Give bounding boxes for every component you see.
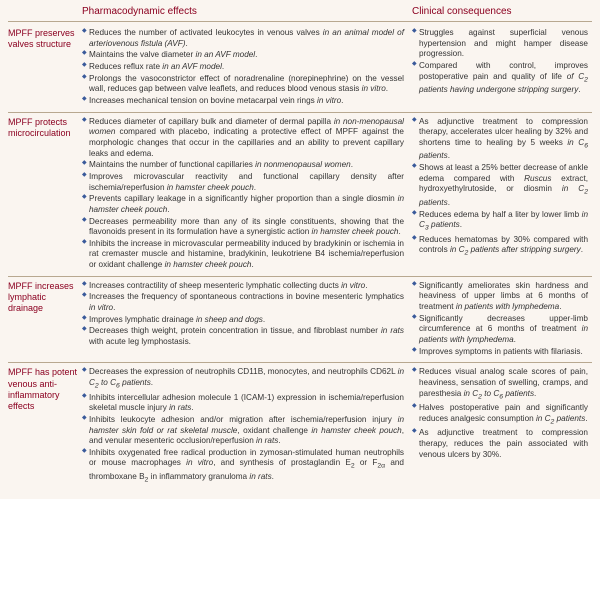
list-item: As adjunctive treatment to compression t…: [412, 428, 588, 460]
pharm-cell: Reduces diameter of capillary bulk and d…: [82, 117, 412, 272]
list-item: Reduces edema by half a liter by lower l…: [412, 210, 588, 234]
list-item: Improves microvascular reactivity and fu…: [82, 172, 404, 193]
list-item: Inhibits the increase in microvascular p…: [82, 239, 404, 271]
list-item: Decreases permeability more than any of …: [82, 217, 404, 238]
header-pharm: Pharmacodynamic effects: [82, 6, 412, 17]
list-item: Reduces the number of activated leukocyt…: [82, 28, 404, 49]
list-item: Reduces diameter of capillary bulk and d…: [82, 117, 404, 160]
list-item: Inhibits intercellular adhesion molecule…: [82, 393, 404, 414]
clin-list: Significantly ameliorates skin hardness …: [412, 281, 588, 358]
list-item: Reduces hematomas by 30% compared with c…: [412, 235, 588, 259]
list-item: Reduces visual analog scale scores of pa…: [412, 367, 588, 402]
list-item: Maintains the number of functional capil…: [82, 160, 404, 171]
list-item: Shows at least a 25% better decrease of …: [412, 163, 588, 208]
list-item: Decreases thigh weight, protein concentr…: [82, 326, 404, 347]
clin-cell: Significantly ameliorates skin hardness …: [412, 281, 588, 359]
list-item: Inhibits oxygenated free radical product…: [82, 448, 404, 486]
list-item: Halves postoperative pain and significan…: [412, 403, 588, 427]
pharm-list: Decreases the expression of neutrophils …: [82, 367, 404, 485]
list-item: Increases mechanical tension on bovine m…: [82, 96, 404, 107]
row-label: MPFF increases lymphatic drainage: [8, 281, 82, 359]
clin-list: Reduces visual analog scale scores of pa…: [412, 367, 588, 460]
list-item: Decreases the expression of neutrophils …: [82, 367, 404, 391]
list-item: Compared with control, improves postoper…: [412, 61, 588, 96]
pharm-list: Reduces the number of activated leukocyt…: [82, 28, 404, 107]
clin-list: Struggles against superficial venous hyp…: [412, 28, 588, 96]
list-item: Improves symptoms in patients with filar…: [412, 347, 588, 358]
list-item: Increases the frequency of spontaneous c…: [82, 292, 404, 313]
clin-cell: Reduces visual analog scale scores of pa…: [412, 367, 588, 486]
list-item: Prolongs the vasoconstrictor effect of n…: [82, 74, 404, 95]
list-item: Significantly decreases upper-limb circu…: [412, 314, 588, 346]
pharm-list: Increases contractility of sheep mesente…: [82, 281, 404, 348]
header-clinical: Clinical consequences: [412, 6, 588, 17]
header-spacer: [8, 6, 82, 17]
pharm-cell: Increases contractility of sheep mesente…: [82, 281, 412, 359]
list-item: Reduces reflux rate in an AVF model.: [82, 62, 404, 73]
pharm-list: Reduces diameter of capillary bulk and d…: [82, 117, 404, 271]
list-item: Increases contractility of sheep mesente…: [82, 281, 404, 292]
table-row: MPFF protects microcirculationReduces di…: [8, 113, 592, 277]
pharm-cell: Reduces the number of activated leukocyt…: [82, 28, 412, 108]
rows-container: MPFF preserves valves structureReduces t…: [8, 24, 592, 491]
pharm-cell: Decreases the expression of neutrophils …: [82, 367, 412, 486]
list-item: Struggles against superficial venous hyp…: [412, 28, 588, 60]
row-label: MPFF protects microcirculation: [8, 117, 82, 272]
list-item: As adjunctive treatment to compression t…: [412, 117, 588, 162]
table-row: MPFF increases lymphatic drainageIncreas…: [8, 277, 592, 364]
list-item: Prevents capillary leakage in a signific…: [82, 194, 404, 215]
table-row: MPFF has potent venous anti-inflammatory…: [8, 363, 592, 490]
clin-list: As adjunctive treatment to compression t…: [412, 117, 588, 259]
list-item: Significantly ameliorates skin hardness …: [412, 281, 588, 313]
row-label: MPFF preserves valves structure: [8, 28, 82, 108]
table-row: MPFF preserves valves structureReduces t…: [8, 24, 592, 113]
list-item: Improves lymphatic drainage in sheep and…: [82, 315, 404, 326]
list-item: Maintains the valve diameter in an AVF m…: [82, 50, 404, 61]
clin-cell: As adjunctive treatment to compression t…: [412, 117, 588, 272]
mpff-table: Pharmacodynamic effects Clinical consequ…: [0, 0, 600, 499]
row-label: MPFF has potent venous anti-inflammatory…: [8, 367, 82, 486]
list-item: Inhibits leukocyte adhesion and/or migra…: [82, 415, 404, 447]
table-header: Pharmacodynamic effects Clinical consequ…: [8, 6, 592, 22]
clin-cell: Struggles against superficial venous hyp…: [412, 28, 588, 108]
